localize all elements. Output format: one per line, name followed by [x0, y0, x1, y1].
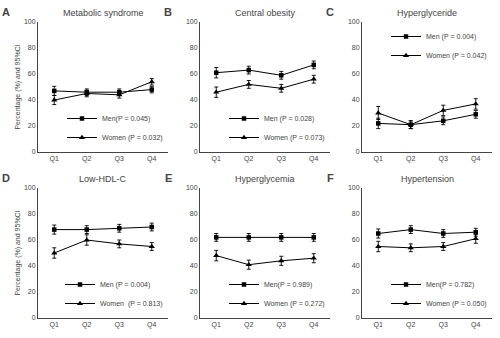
svg-text:Low-HDL-C: Low-HDL-C	[79, 174, 127, 184]
svg-text:Q1: Q1	[212, 321, 221, 329]
svg-text:B: B	[164, 6, 172, 18]
svg-text:40: 40	[352, 96, 360, 103]
svg-text:80: 80	[28, 210, 36, 217]
svg-text:80: 80	[352, 44, 360, 51]
svg-text:Q4: Q4	[471, 321, 480, 329]
svg-text:Metabolic syndrome: Metabolic syndrome	[63, 8, 144, 18]
svg-text:0: 0	[194, 148, 198, 155]
svg-text:100: 100	[186, 184, 198, 191]
svg-text:60: 60	[352, 70, 360, 77]
svg-text:0: 0	[356, 148, 360, 155]
svg-text:Q1: Q1	[50, 321, 59, 329]
svg-text:Hyperglyceride: Hyperglyceride	[397, 8, 457, 18]
svg-text:20: 20	[352, 122, 360, 129]
svg-text:Q1: Q1	[50, 155, 59, 163]
svg-text:Q2: Q2	[406, 155, 415, 163]
svg-text:0: 0	[32, 314, 36, 321]
svg-text:Percentage (%) and 95%CI: Percentage (%) and 95%CI	[14, 44, 22, 129]
svg-text:40: 40	[28, 262, 36, 269]
svg-text:20: 20	[28, 288, 36, 295]
svg-text:Q3: Q3	[277, 321, 286, 329]
svg-text:100: 100	[24, 184, 36, 191]
svg-text:40: 40	[352, 262, 360, 269]
svg-text:80: 80	[190, 44, 198, 51]
svg-text:Men (P = 0.004): Men (P = 0.004)	[100, 281, 150, 289]
svg-text:Women (P = 0.813): Women (P = 0.813)	[100, 300, 163, 308]
svg-text:60: 60	[190, 236, 198, 243]
svg-text:Q4: Q4	[147, 321, 156, 329]
svg-text:Q2: Q2	[406, 321, 415, 329]
svg-text:Q3: Q3	[115, 155, 124, 163]
svg-text:Men(P = 0.045): Men(P = 0.045)	[102, 115, 150, 123]
svg-text:0: 0	[356, 314, 360, 321]
svg-text:Q1: Q1	[374, 321, 383, 329]
svg-text:Q2: Q2	[244, 321, 253, 329]
svg-text:40: 40	[190, 262, 198, 269]
svg-text:Q2: Q2	[82, 155, 91, 163]
svg-text:Q4: Q4	[471, 155, 480, 163]
svg-text:Women (P = 0.050): Women (P = 0.050)	[426, 300, 487, 308]
svg-text:A: A	[2, 6, 10, 18]
svg-text:60: 60	[28, 236, 36, 243]
svg-text:Q1: Q1	[374, 155, 383, 163]
svg-text:Q4: Q4	[309, 155, 318, 163]
svg-text:D: D	[2, 172, 10, 184]
svg-text:20: 20	[28, 122, 36, 129]
svg-text:40: 40	[28, 96, 36, 103]
svg-text:60: 60	[190, 70, 198, 77]
svg-text:Men(P = 0.989): Men(P = 0.989)	[264, 281, 312, 289]
svg-text:C: C	[326, 6, 334, 18]
svg-text:Women (P = 0.073): Women (P = 0.073)	[264, 134, 325, 142]
svg-text:100: 100	[186, 18, 198, 25]
svg-text:60: 60	[28, 70, 36, 77]
svg-text:Women (P = 0.042): Women (P = 0.042)	[426, 52, 487, 60]
svg-text:20: 20	[190, 288, 198, 295]
svg-text:80: 80	[352, 210, 360, 217]
svg-text:40: 40	[190, 96, 198, 103]
svg-text:60: 60	[352, 236, 360, 243]
svg-text:Q3: Q3	[439, 155, 448, 163]
svg-text:Hyperglycemia: Hyperglycemia	[235, 174, 295, 184]
svg-text:80: 80	[28, 44, 36, 51]
svg-text:Q1: Q1	[212, 155, 221, 163]
svg-text:Q3: Q3	[115, 321, 124, 329]
svg-text:E: E	[165, 172, 172, 184]
svg-text:100: 100	[24, 18, 36, 25]
svg-text:20: 20	[190, 122, 198, 129]
svg-text:Hypertension: Hypertension	[401, 174, 454, 184]
svg-text:Men(P = 0.782): Men(P = 0.782)	[426, 281, 474, 289]
svg-text:Men (P = 0.028): Men (P = 0.028)	[264, 115, 314, 123]
svg-text:Q2: Q2	[244, 155, 253, 163]
svg-text:80: 80	[190, 210, 198, 217]
svg-text:Q4: Q4	[147, 155, 156, 163]
svg-text:Women (P = 0.032): Women (P = 0.032)	[102, 134, 163, 142]
svg-text:20: 20	[352, 288, 360, 295]
svg-text:F: F	[327, 172, 334, 184]
svg-text:Percentage (%) and 95%CI: Percentage (%) and 95%CI	[14, 210, 22, 295]
svg-text:Men (P = 0.004): Men (P = 0.004)	[426, 33, 476, 41]
svg-text:Q3: Q3	[277, 155, 286, 163]
svg-text:100: 100	[348, 18, 360, 25]
svg-text:Women (P = 0.272): Women (P = 0.272)	[264, 300, 325, 308]
svg-text:100: 100	[348, 184, 360, 191]
svg-text:0: 0	[32, 148, 36, 155]
svg-text:Q3: Q3	[439, 321, 448, 329]
svg-text:0: 0	[194, 314, 198, 321]
svg-text:Q4: Q4	[309, 321, 318, 329]
svg-text:Central obesity: Central obesity	[235, 8, 296, 18]
svg-text:Q2: Q2	[82, 321, 91, 329]
